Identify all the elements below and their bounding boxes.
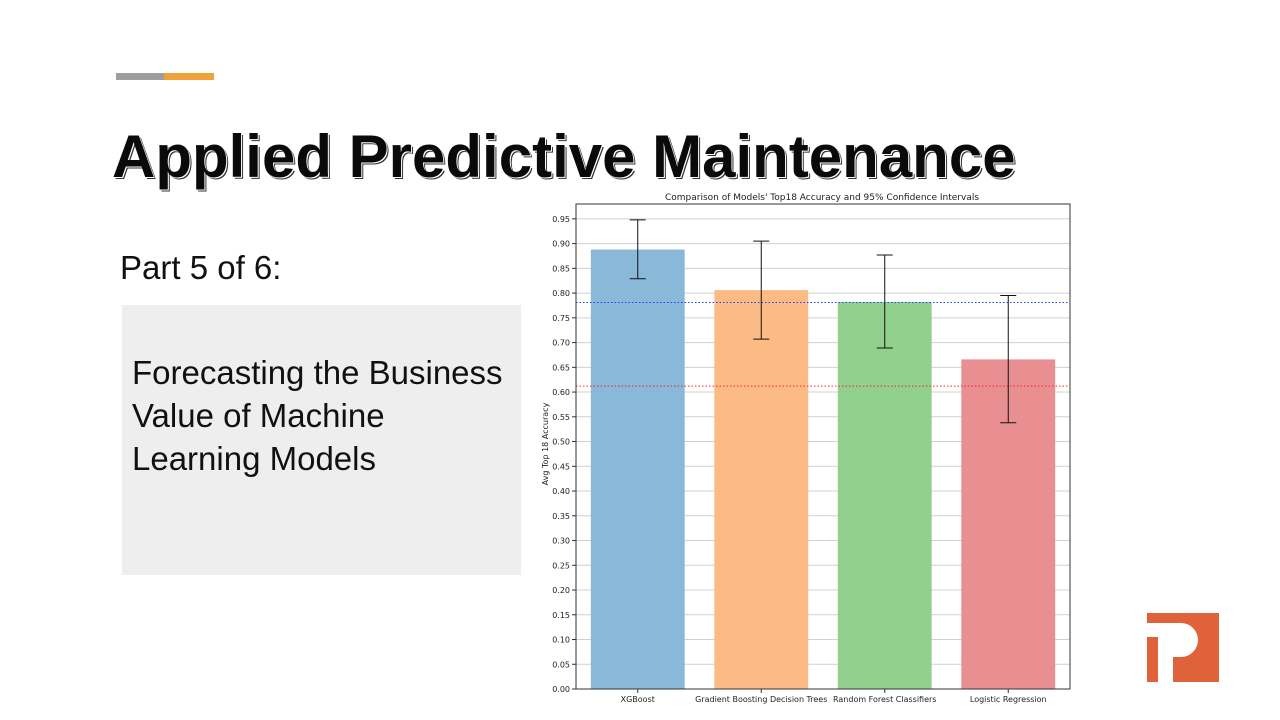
chart-y-tick-label: 0.40	[552, 487, 570, 496]
chart-error-bars	[629, 219, 1017, 424]
slide-title: Applied Predictive Maintenance	[112, 123, 1016, 190]
chart-y-tick-label: 0.35	[552, 512, 570, 521]
chart-bar	[590, 249, 685, 689]
chart-y-tick-label: 0.20	[552, 586, 570, 595]
chart-bar	[837, 301, 932, 689]
chart-x-tick-label: Logistic Regression	[970, 695, 1047, 704]
chart-x-tick-label: Random Forest Classifiers	[833, 695, 936, 704]
chart-x-tick-label: Gradient Boosting Decision Trees	[695, 695, 827, 704]
chart-y-ticks: 0.00 0.05 0.10 0.15 0.20 0.25 0.30 0.35 0.40 0.45…	[552, 215, 576, 694]
chart-y-tick-label: 0.25	[552, 561, 570, 570]
chart-y-tick-label: 0.70	[552, 339, 570, 348]
subtitle-panel: Forecasting the Business Value of Machin…	[122, 305, 521, 575]
chart-bar	[714, 290, 809, 689]
chart-y-tick-label: 0.05	[552, 660, 570, 669]
subtitle-text: Forecasting the Business Value of Machin…	[132, 354, 503, 477]
chart-y-tick-label: 0.30	[552, 537, 570, 546]
brand-logo-icon	[1147, 613, 1219, 682]
chart-y-tick-label: 0.45	[552, 462, 570, 471]
chart-y-tick-label: 0.65	[552, 363, 570, 372]
chart-y-tick-label: 0.75	[552, 314, 570, 323]
chart-y-tick-label: 0.15	[552, 611, 570, 620]
accent-bar-orange	[164, 73, 214, 80]
chart-y-tick-label: 0.60	[552, 388, 570, 397]
chart-title: Comparison of Models' Top18 Accuracy and…	[665, 193, 979, 203]
chart-y-tick-label: 0.95	[552, 215, 570, 224]
chart-y-tick-label: 0.80	[552, 289, 570, 298]
chart-x-tick-label: XGBoost	[621, 695, 655, 704]
chart-y-axis-label: Avg Top 18 Accuracy	[541, 402, 550, 485]
accent-bar	[116, 73, 214, 80]
chart-y-tick-label: 0.90	[552, 240, 570, 249]
chart-plot-frame	[575, 203, 1071, 690]
chart-y-tick-label: 0.00	[552, 685, 570, 694]
chart-x-ticks: XGBoost Gradient Boosting Decision Trees R…	[621, 689, 1047, 704]
chart-bars	[590, 249, 1056, 689]
chart-y-tick-label: 0.50	[552, 438, 570, 447]
accent-bar-gray	[116, 73, 164, 80]
chart-y-tick-label: 0.55	[552, 413, 570, 422]
chart-y-tick-label: 0.10	[552, 636, 570, 645]
accuracy-bar-chart: Comparison of Models' Top18 Accuracy and…	[541, 193, 1071, 704]
part-label: Part 5 of 6:	[120, 249, 282, 286]
chart-y-tick-label: 0.85	[552, 264, 570, 273]
